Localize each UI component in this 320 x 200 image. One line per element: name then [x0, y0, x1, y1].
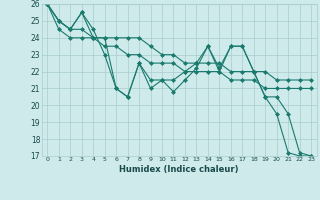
X-axis label: Humidex (Indice chaleur): Humidex (Indice chaleur) [119, 165, 239, 174]
